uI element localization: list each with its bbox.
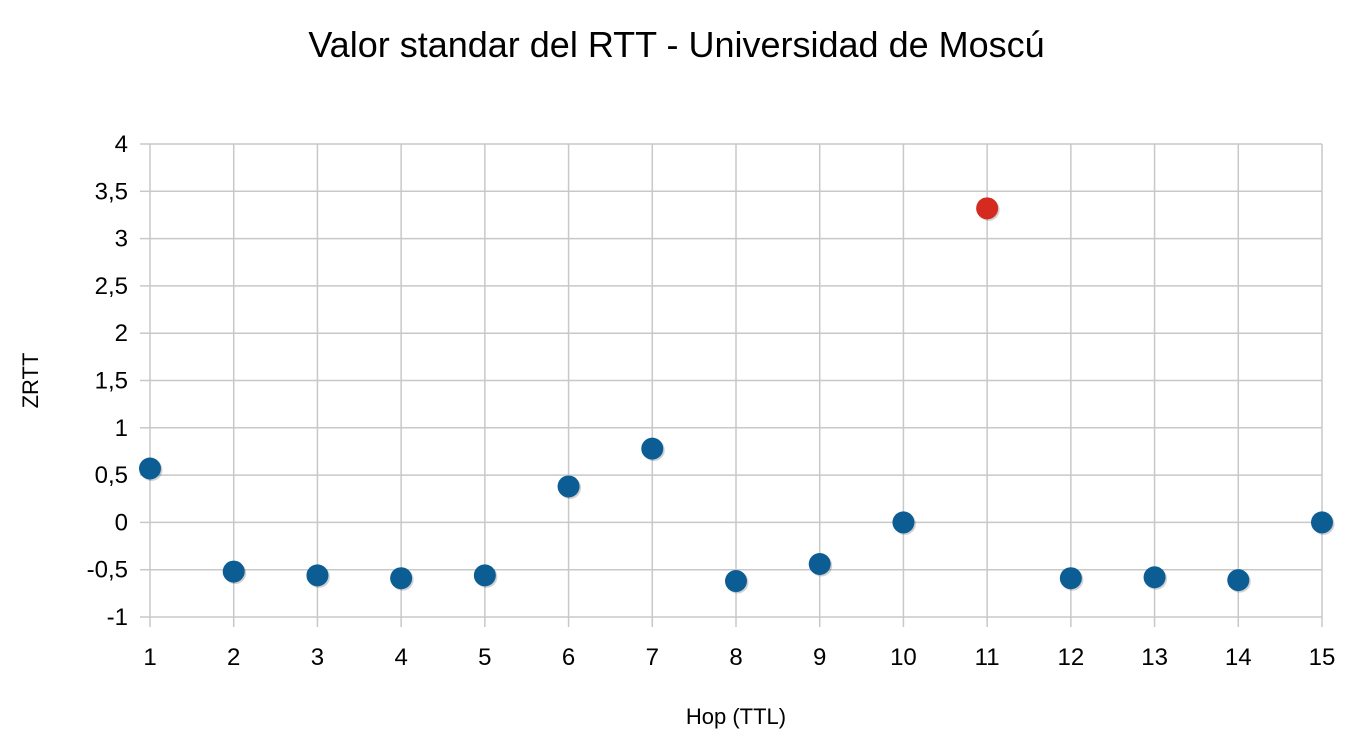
data-point xyxy=(557,475,580,498)
x-tick-label: 2 xyxy=(227,644,240,671)
x-tick-label: 11 xyxy=(975,644,1000,671)
data-point xyxy=(725,570,747,593)
x-tick-label: 5 xyxy=(478,644,491,671)
data-point xyxy=(1143,566,1166,589)
x-tick-label: 4 xyxy=(394,644,407,671)
x-tick-label: 6 xyxy=(562,644,575,671)
data-point xyxy=(222,560,245,583)
data-point xyxy=(892,511,915,534)
data-points xyxy=(139,197,1335,594)
tick-labels: -1-0,500,511,522,533,541 2 3 4 5 6 7 8 9 10 11 12 13… xyxy=(87,131,1336,671)
y-tick-label: 3,5 xyxy=(95,178,128,205)
data-point xyxy=(1059,567,1082,590)
x-tick-label: 12 xyxy=(1058,644,1085,671)
data-point xyxy=(641,437,664,460)
y-tick-label: 2 xyxy=(115,320,128,347)
data-point xyxy=(1311,511,1333,534)
data-point xyxy=(306,564,329,587)
chart-title: Valor standar del RTT - Universidad de M… xyxy=(308,24,1045,65)
x-tick-label: 1 xyxy=(143,644,156,671)
y-axis-title: ZRTT xyxy=(18,353,43,409)
grid-lines xyxy=(140,143,1323,627)
y-tick-label: 3 xyxy=(115,226,128,253)
x-tick-label: 13 xyxy=(1141,644,1168,671)
data-point xyxy=(808,553,831,576)
x-tick-label: 7 xyxy=(646,644,659,671)
x-tick-label: 14 xyxy=(1225,644,1252,671)
x-tick-label: 3 xyxy=(311,644,324,671)
x-tick-label: 9 xyxy=(813,644,826,671)
data-point xyxy=(139,457,161,480)
y-tick-label: 0 xyxy=(115,509,128,536)
x-tick-label: 10 xyxy=(890,644,917,671)
y-tick-label: 0,5 xyxy=(95,462,128,489)
y-tick-label: 2,5 xyxy=(95,273,128,300)
y-tick-label: -0,5 xyxy=(87,557,128,584)
data-point-highlight xyxy=(976,197,999,220)
y-tick-label: 4 xyxy=(115,131,128,158)
x-tick-label: 8 xyxy=(729,644,742,671)
y-tick-label: 1,5 xyxy=(95,368,128,395)
data-point xyxy=(390,567,413,590)
data-point xyxy=(1227,569,1250,592)
x-axis-title: Hop (TTL) xyxy=(686,704,786,729)
y-tick-label: -1 xyxy=(107,604,128,631)
x-tick-label: 15 xyxy=(1309,644,1336,671)
y-tick-label: 1 xyxy=(115,415,128,442)
data-point xyxy=(473,564,496,587)
